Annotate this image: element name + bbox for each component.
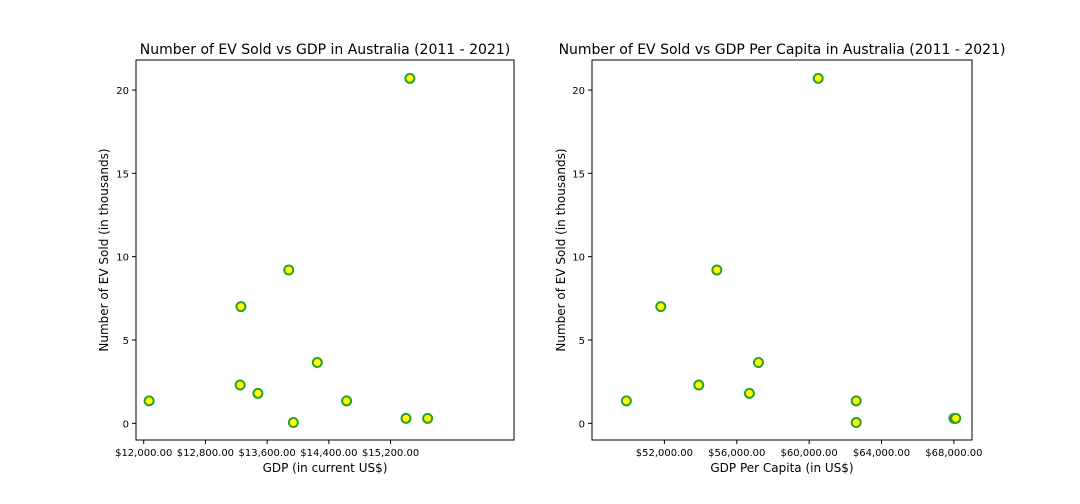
scatter-points (620, 72, 962, 428)
x-tick-label: $56,000.00 (708, 448, 765, 459)
scatter-point (752, 357, 764, 368)
x-axis-ticks: $52,000.00 $56,000.00 $60,000.00 $64,000.00… (636, 440, 983, 459)
scatter-points (143, 72, 434, 428)
scatter-point (235, 301, 247, 313)
scatter-point (252, 387, 264, 399)
x-axis-label: GDP Per Capita (in US$) (710, 461, 853, 475)
chart-title: Number of EV Sold vs GDP in Australia (2… (140, 42, 510, 58)
scatter-point (620, 395, 632, 407)
scatter-point (400, 412, 412, 424)
scatter-point (234, 379, 246, 391)
y-tick-label: 20 (572, 86, 585, 97)
scatter-point (743, 387, 755, 399)
scatter-point (404, 72, 416, 84)
scatter-point (850, 417, 862, 428)
y-tick-label: 5 (123, 336, 129, 347)
x-tick-label: $14,400.00 (300, 448, 357, 459)
x-tick-label: $68,000.00 (925, 448, 982, 459)
x-tick-label: $52,000.00 (636, 448, 693, 459)
y-axis-ticks: 0 5 10 15 20 (116, 86, 136, 430)
scatter-point (341, 395, 353, 407)
y-tick-label: 5 (579, 336, 585, 347)
plot-frame (591, 59, 973, 441)
x-tick-label: $60,000.00 (781, 448, 838, 459)
y-tick-label: 10 (572, 253, 585, 264)
x-tick-label: $12,800.00 (177, 448, 234, 459)
scatter-point (711, 264, 723, 276)
y-tick-label: 15 (116, 169, 129, 180)
y-tick-label: 10 (116, 253, 129, 264)
x-tick-label: $15,200.00 (362, 448, 419, 459)
scatter-point (143, 395, 155, 407)
scatter-point (655, 301, 667, 313)
y-axis-ticks: 0 5 10 15 20 (572, 86, 592, 430)
y-tick-label: 0 (579, 419, 585, 430)
scatter-point (812, 72, 824, 84)
chart-ev-vs-gdp: Number of EV Sold vs GDP in Australia (2… (97, 42, 515, 475)
scatter-point (850, 395, 862, 407)
y-tick-label: 0 (123, 419, 129, 430)
y-tick-label: 15 (572, 169, 585, 180)
scatter-point (422, 412, 434, 424)
y-tick-label: 20 (116, 86, 129, 97)
x-axis-label: GDP (in current US$) (263, 461, 388, 475)
scatter-point (287, 417, 299, 428)
chart-ev-vs-gdp-per-capita: Number of EV Sold vs GDP Per Capita in A… (554, 42, 1005, 475)
plot-frame (135, 59, 515, 441)
chart-title: Number of EV Sold vs GDP Per Capita in A… (559, 42, 1006, 58)
y-axis-label: Number of EV Sold (in thousands) (554, 148, 568, 351)
scatter-point (283, 264, 295, 276)
scatter-point (693, 379, 705, 391)
y-axis-label: Number of EV Sold (in thousands) (97, 148, 111, 351)
x-tick-label: $64,000.00 (853, 448, 910, 459)
scatter-point (311, 357, 323, 368)
scatter-point (950, 412, 962, 424)
x-tick-label: $13,600.00 (239, 448, 296, 459)
x-axis-ticks: $12,000.00 $12,800.00 $13,600.00 $14,400.00… (115, 440, 419, 459)
x-tick-label: $12,000.00 (115, 448, 172, 459)
